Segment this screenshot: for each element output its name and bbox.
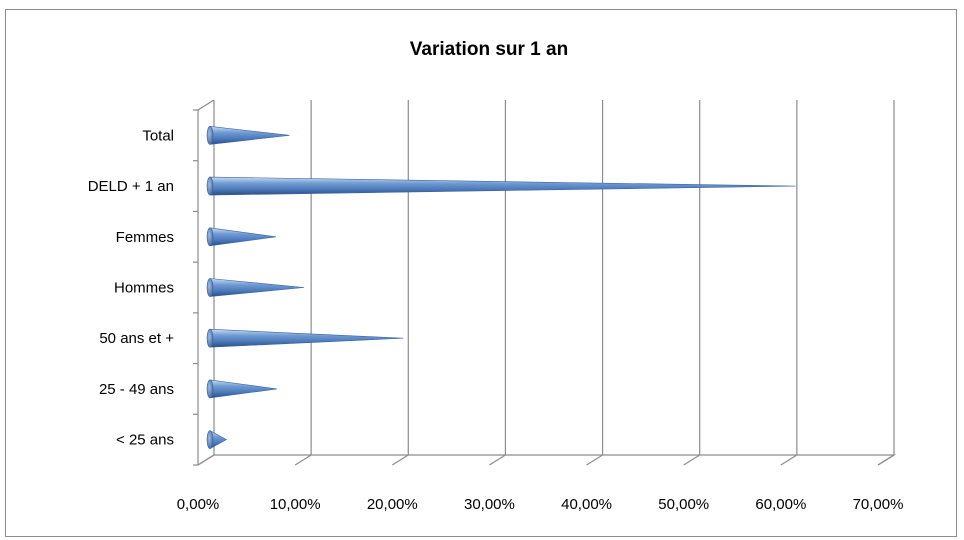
floor-gridline [391, 454, 409, 466]
bars-layer [206, 126, 796, 450]
cone-base [206, 430, 214, 449]
category-label: DELD + 1 an [88, 178, 174, 195]
cone-body [209, 328, 404, 348]
x-tick-label: 10,00% [270, 496, 321, 513]
grid-layer [197, 100, 895, 466]
cone-bar [206, 379, 277, 399]
cone-bar [206, 126, 290, 145]
cone-body [209, 126, 290, 145]
category-label: 50 ans et + [99, 330, 174, 347]
cone-base [206, 328, 214, 348]
cone-bar [206, 227, 276, 247]
floor-gridline [586, 454, 603, 466]
cone-body [209, 227, 276, 247]
tick-labels: 0,00% 10,00% 20,00% 30,00% 40,00% 50,00% 60,00… [177, 496, 904, 513]
x-tick-label: 40,00% [561, 496, 612, 513]
chart-canvas: Variation sur 1 an Total DELD + 1 an Femme… [88, 39, 904, 513]
floor-gridline [489, 454, 506, 466]
x-tick-label: 20,00% [367, 496, 418, 513]
floor-edge [197, 454, 897, 466]
category-label: Hommes [114, 280, 174, 297]
x-tick-label: 30,00% [464, 496, 515, 513]
category-label: 25 - 49 ans [99, 381, 174, 398]
cone-bar [206, 176, 796, 196]
cone-base [206, 278, 214, 297]
cone-base [206, 227, 214, 247]
cone-body [209, 176, 796, 196]
cone-base [206, 379, 214, 399]
x-tick-label: 0,00% [177, 496, 220, 513]
category-label: Total [142, 127, 174, 144]
category-labels: Total DELD + 1 an Femmes Hommes 50 ans et + 2… [88, 127, 175, 448]
cone-base [206, 126, 214, 145]
category-label: Femmes [116, 229, 174, 246]
cone-bar [206, 430, 228, 450]
floor-gridline [683, 454, 701, 466]
axis-layer [193, 99, 897, 466]
floor-gridline [780, 454, 798, 466]
cone-body [209, 278, 305, 297]
cone-bar [206, 278, 305, 297]
x-tick-label: 60,00% [755, 496, 806, 513]
cone-body [209, 379, 277, 399]
category-label: < 25 ans [116, 432, 174, 449]
x-tick-label: 50,00% [658, 496, 709, 513]
cone-base [206, 176, 214, 196]
x-tick-label: 70,00% [853, 496, 904, 513]
cone-bar [206, 328, 404, 348]
chart-title: Variation sur 1 an [410, 39, 568, 60]
floor-gridline [294, 454, 312, 466]
chart-frame: Variation sur 1 an Total DELD + 1 an Femme… [5, 9, 957, 537]
